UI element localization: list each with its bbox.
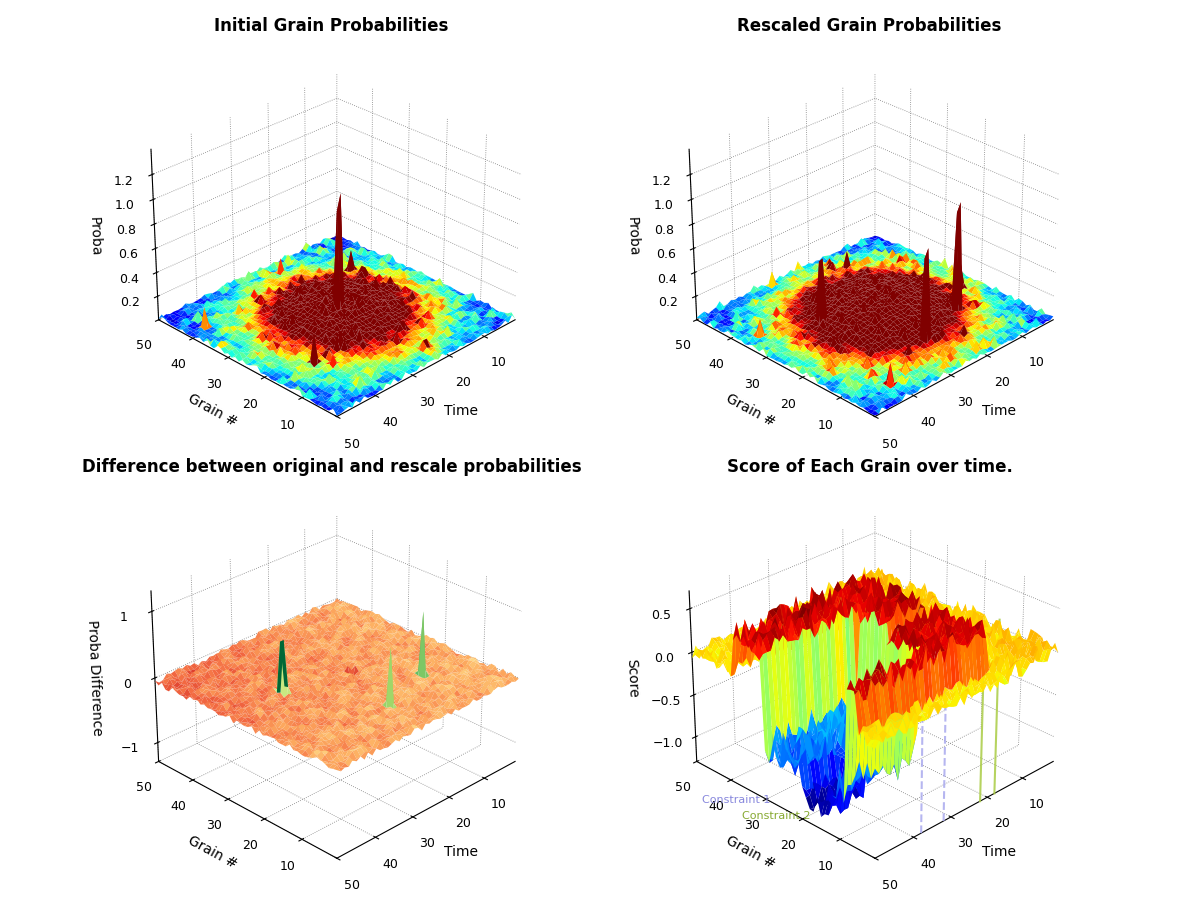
X-axis label: Time: Time (982, 404, 1016, 418)
Title: Initial Grain Probabilities: Initial Grain Probabilities (214, 17, 449, 35)
X-axis label: Time: Time (444, 404, 478, 418)
Title: Score of Each Grain over time.: Score of Each Grain over time. (727, 458, 1012, 476)
Y-axis label: Grain #: Grain # (724, 392, 778, 429)
Y-axis label: Grain #: Grain # (724, 833, 778, 871)
X-axis label: Time: Time (444, 845, 478, 859)
Text: Constraint 2: Constraint 2 (741, 812, 811, 822)
Title: Difference between original and rescale probabilities: Difference between original and rescale … (82, 458, 581, 476)
Title: Rescaled Grain Probabilities: Rescaled Grain Probabilities (737, 17, 1002, 35)
X-axis label: Time: Time (982, 845, 1016, 859)
Y-axis label: Grain #: Grain # (186, 392, 240, 429)
Y-axis label: Grain #: Grain # (186, 833, 240, 871)
Text: Constraint 1: Constraint 1 (701, 796, 770, 806)
